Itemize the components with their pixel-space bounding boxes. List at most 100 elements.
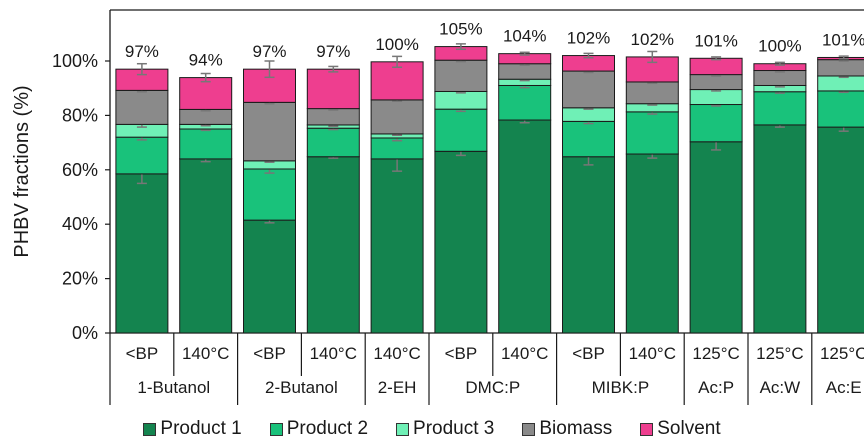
y-tick-label: 100%	[52, 51, 98, 71]
total-label: 102%	[631, 30, 674, 49]
axis-layer: 0% 20% 40% 60% 80% 100% PHBV fractions (%)	[11, 9, 864, 405]
total-label: 94%	[189, 51, 223, 70]
bar-segment-product-2	[625, 111, 679, 155]
legend-item-product-1: Product 1	[143, 414, 242, 444]
y-tick-label: 40%	[62, 214, 98, 234]
chart-svg: 0% 20% 40% 60% 80% 100% PHBV fractions (%) 97%…	[11, 9, 864, 405]
bar-segment-product-2	[115, 136, 169, 175]
group-label: 1-Butanol	[137, 378, 210, 397]
bar-segment-product-2	[562, 120, 615, 158]
legend-label: Biomass	[539, 418, 613, 439]
bar-segment-biomass	[115, 89, 169, 125]
bar-segment-product-1	[817, 126, 864, 334]
legend-label: Product 1	[160, 418, 242, 439]
legend-label: Product 2	[286, 418, 369, 439]
total-label: 105%	[439, 20, 482, 39]
y-tick-label: 80%	[62, 105, 98, 125]
legend-item-biomass: Biomass	[522, 414, 612, 444]
bar-segment-biomass	[753, 70, 807, 86]
group-label: 2-Butanol	[265, 378, 338, 397]
legend-item-solvent: Solvent	[640, 414, 721, 444]
bar-segment-product-3	[817, 75, 864, 92]
group-label: DMC:P	[465, 378, 520, 397]
bar-segment-product-1	[434, 150, 488, 334]
group-label: MIBK:P	[592, 378, 650, 397]
bar-segment-product-2	[434, 108, 488, 152]
bar-segment-biomass	[370, 99, 424, 135]
group-label: Ac:P	[698, 378, 734, 397]
bar-segment-product-2	[817, 90, 864, 128]
legend-item-product-3: Product 3	[396, 414, 494, 444]
bar-segment-product-1	[753, 124, 807, 334]
legend-swatch	[143, 422, 157, 436]
bar-segment-product-2	[689, 104, 743, 143]
bar-segment-product-1	[689, 141, 743, 334]
total-label: 97%	[252, 42, 286, 61]
bar-layer	[115, 43, 864, 334]
bar-segment-product-1	[306, 156, 360, 334]
x-tick-label: <BP	[572, 344, 605, 363]
bar-segment-biomass	[562, 70, 615, 109]
bar-segment-product-2	[306, 127, 360, 158]
bar-segment-product-1	[243, 219, 296, 334]
x-tick-label: 140°C	[310, 344, 357, 363]
bar-segment-product-2	[498, 84, 552, 121]
legend-swatch	[396, 422, 410, 436]
x-tick-label: 125°C	[756, 344, 803, 363]
bar-segment-product-1	[625, 153, 679, 334]
total-label: 101%	[822, 30, 864, 49]
bar-segment-product-1	[115, 173, 169, 334]
total-label: 104%	[503, 27, 546, 46]
bar-segment-biomass	[179, 108, 233, 125]
legend-label: Product 3	[413, 418, 495, 439]
bar-segment-product-2	[753, 91, 807, 126]
bar-segment-product-3	[434, 90, 488, 110]
bar-segment-product-1	[370, 158, 424, 334]
x-tick-label: <BP	[126, 344, 159, 363]
x-tick-label: 140°C	[501, 344, 548, 363]
x-tick-label: 125°C	[692, 344, 739, 363]
bar-segment-product-3	[689, 89, 743, 106]
legend-swatch	[640, 422, 654, 436]
total-label: 102%	[567, 29, 610, 48]
bar-segment-biomass	[434, 59, 488, 92]
y-tick-label: 60%	[62, 160, 98, 180]
total-label: 97%	[125, 42, 159, 61]
bar-segment-biomass	[689, 74, 743, 91]
bar-segment-product-2	[179, 128, 233, 160]
group-label: Ac:W	[760, 378, 801, 397]
bar-segment-biomass	[243, 101, 296, 162]
y-tick-label: 0%	[72, 323, 98, 343]
bar-segment-product-1	[179, 158, 233, 334]
bar-segment-solvent	[689, 57, 743, 76]
x-tick-label: 125°C	[820, 344, 864, 363]
total-label: 100%	[375, 35, 418, 54]
y-axis-title: PHBV fractions (%)	[11, 85, 33, 257]
total-label: 97%	[316, 42, 350, 61]
bar-segment-solvent	[306, 68, 360, 110]
bar-segment-biomass	[306, 108, 360, 126]
x-tick-label: 140°C	[629, 344, 676, 363]
total-label: 100%	[758, 37, 801, 56]
group-label: Ac:E	[826, 378, 862, 397]
legend-item-product-2: Product 2	[269, 414, 369, 444]
bar-segment-biomass	[625, 81, 679, 105]
bar-segment-product-1	[498, 119, 552, 334]
x-tick-label: 140°C	[182, 344, 229, 363]
y-tick-label: 20%	[62, 269, 98, 289]
bar-segment-product-1	[562, 156, 615, 334]
total-label: 101%	[694, 31, 737, 50]
label-layer: 97% <BP 94% 140°C 97% <BP 97% 140°C 100% 140°C 105…	[125, 20, 864, 397]
bar-segment-biomass	[817, 59, 864, 77]
legend-swatch	[522, 422, 536, 436]
legend: Product 1 Product 2 Product 3 Biomass Solven…	[0, 414, 864, 444]
legend-label: Solvent	[657, 418, 721, 439]
bar-segment-biomass	[498, 63, 552, 80]
x-tick-label: <BP	[253, 344, 286, 363]
legend-swatch	[269, 422, 283, 436]
x-tick-label: 140°C	[373, 344, 420, 363]
bar-segment-product-2	[243, 168, 296, 221]
group-label: 2-EH	[378, 378, 417, 397]
x-tick-label: <BP	[445, 344, 478, 363]
